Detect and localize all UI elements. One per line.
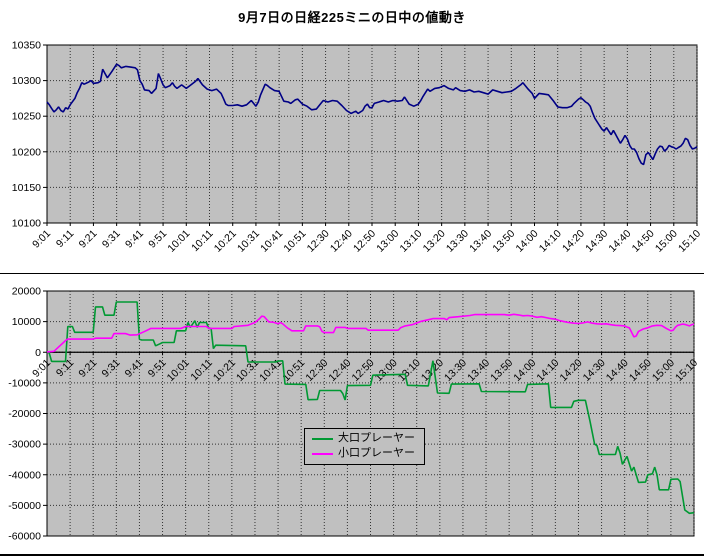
large-player-line	[46, 301, 695, 515]
x-tick-label: 15:10	[676, 228, 703, 255]
x-tick-label: 15:00	[653, 228, 680, 255]
large-player-line-swatch	[312, 437, 333, 440]
bottom-chart-svg: 20000 10000 0 -10000 -20000 -30000 -40000 -5000…	[8, 286, 700, 543]
x-tick-label: 14:50	[630, 228, 657, 255]
x-tick-label: 9:41	[123, 228, 146, 251]
x-tick-label: 13:50	[490, 228, 517, 255]
y-tick-label: -50000	[8, 500, 41, 512]
small-player-line-swatch	[312, 452, 333, 455]
chart-title: 9月7日の日経225ミニの日中の値動き	[238, 10, 466, 25]
svg-text:9:11: 9:11	[54, 228, 76, 250]
svg-text:14:30: 14:30	[583, 228, 610, 255]
svg-text:10:31: 10:31	[235, 228, 262, 255]
legend-item-small-player: 小口プレーヤー	[312, 447, 415, 460]
y-tick-label: 10300	[12, 75, 41, 87]
svg-text:10:51: 10:51	[281, 228, 308, 255]
svg-text:12:50: 12:50	[351, 228, 378, 255]
x-tick-label: 14:00	[514, 228, 541, 255]
svg-text:14:40: 14:40	[606, 228, 633, 255]
x-tick-label: 10:41	[258, 228, 285, 255]
x-tick-label: 12:30	[305, 228, 332, 255]
legend-label-small-player: 小口プレーヤー	[338, 447, 415, 459]
x-tick-label: 10:21	[212, 228, 239, 255]
svg-text:15:10: 15:10	[676, 228, 703, 255]
svg-text:14:50: 14:50	[630, 228, 657, 255]
y-tick-label: 20000	[12, 286, 41, 298]
x-tick-label: 13:00	[374, 228, 401, 255]
x-tick-label: 14:20	[560, 228, 587, 255]
y-tick-label: 10250	[12, 111, 41, 123]
svg-text:13:20: 13:20	[421, 228, 448, 255]
y-tick-label: -40000	[8, 469, 41, 481]
y-tick-label: 0	[35, 347, 41, 359]
x-tick-label: 13:30	[444, 228, 471, 255]
x-tick-label: 13:20	[421, 228, 448, 255]
plot-area	[46, 44, 698, 224]
legend-label-large-player: 大口プレーヤー	[338, 432, 415, 444]
y-tick-label: 10000	[12, 316, 41, 328]
nikkei-price-line	[46, 63, 698, 166]
bottom-chart: 20000 10000 0 -10000 -20000 -30000 -40000 -5000…	[0, 274, 704, 556]
y-tick-label: 10100	[12, 218, 41, 230]
svg-text:10:41: 10:41	[258, 228, 285, 255]
legend: 大口プレーヤー 小口プレーヤー	[304, 428, 425, 465]
y-tick-label: -10000	[8, 377, 41, 389]
top-chart: 10350 10300 10250 10200 10150 10100 9:01 9:11 9:…	[0, 0, 704, 274]
svg-text:14:20: 14:20	[560, 228, 587, 255]
svg-text:9:31: 9:31	[100, 228, 123, 251]
x-tick-label: 14:40	[606, 228, 633, 255]
y-tick-label: -20000	[8, 408, 41, 420]
x-tick-label: 12:40	[328, 228, 355, 255]
x-tick-label: 13:10	[397, 228, 424, 255]
svg-text:13:50: 13:50	[490, 228, 517, 255]
svg-text:12:30: 12:30	[305, 228, 332, 255]
x-tick-label: 10:31	[235, 228, 262, 255]
y-tick-label: -60000	[8, 531, 41, 543]
x-tick-label: 9:31	[100, 228, 123, 251]
svg-text:12:40: 12:40	[328, 228, 355, 255]
svg-text:13:10: 13:10	[397, 228, 424, 255]
x-tick-label: 10:01	[165, 228, 192, 255]
svg-text:13:00: 13:00	[374, 228, 401, 255]
y-tick-label: 10350	[12, 40, 41, 52]
svg-text:10:21: 10:21	[212, 228, 239, 255]
x-tick-label: 9:01	[30, 228, 53, 251]
svg-text:9:01: 9:01	[30, 228, 53, 251]
svg-text:15:00: 15:00	[653, 228, 680, 255]
svg-text:9:21: 9:21	[77, 228, 100, 251]
y-tick-label: 10150	[12, 182, 41, 194]
svg-text:13:40: 13:40	[467, 228, 494, 255]
x-tick-label: 10:51	[281, 228, 308, 255]
svg-text:9:41: 9:41	[123, 228, 146, 251]
x-tick-label: 13:40	[467, 228, 494, 255]
small-player-line	[46, 313, 695, 353]
svg-text:14:10: 14:10	[537, 228, 564, 255]
x-tick-label: 14:10	[537, 228, 564, 255]
y-tick-label: -30000	[8, 439, 41, 451]
y-tick-label: 10200	[12, 146, 41, 158]
x-tick-label: 9:21	[77, 228, 100, 251]
x-tick-label: 14:30	[583, 228, 610, 255]
legend-item-large-player: 大口プレーヤー	[312, 432, 415, 445]
x-tick-label: 12:50	[351, 228, 378, 255]
x-tick-label: 10:11	[189, 228, 216, 255]
svg-text:13:30: 13:30	[444, 228, 471, 255]
svg-text:10:11: 10:11	[189, 228, 216, 255]
svg-text:14:00: 14:00	[514, 228, 541, 255]
svg-text:10:01: 10:01	[165, 228, 192, 255]
x-tick-label: 9:11	[54, 228, 76, 250]
